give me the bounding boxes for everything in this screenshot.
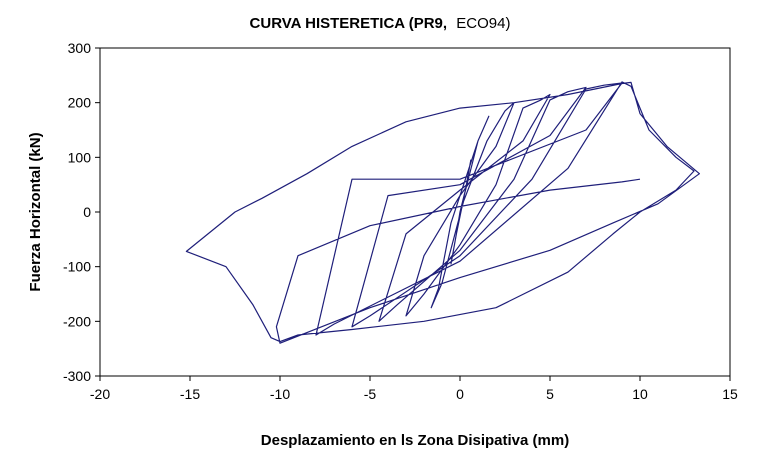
x-tick-label: 5: [546, 386, 554, 402]
y-tick-label: 100: [68, 149, 92, 165]
y-tick-label: -300: [63, 368, 91, 384]
y-axis-label: Fuerza Horizontal (kN): [27, 132, 44, 291]
x-tick-label: 10: [632, 386, 648, 402]
hysteresis-curves: [185, 81, 701, 344]
x-tick-label: -10: [270, 386, 290, 402]
y-tick-label: -100: [63, 259, 91, 275]
y-tick-label: 200: [68, 95, 92, 111]
plot-area: [99, 47, 731, 377]
x-tick-label: 0: [456, 386, 464, 402]
hysteresis-series-line: [185, 81, 701, 344]
x-tick-label: -20: [90, 386, 110, 402]
y-tick-label: -200: [63, 313, 91, 329]
y-axis-ticks: -300 -200 -100 0 100 200 300: [63, 40, 100, 384]
x-tick-label: -5: [364, 386, 377, 402]
chart-title-tail: ECO94): [456, 15, 510, 32]
y-tick-label: 300: [68, 40, 92, 56]
x-axis-label: Desplazamiento en ls Zona Disipativa (mm…: [261, 432, 569, 449]
x-tick-label: 15: [722, 386, 738, 402]
chart-title: CURVA HISTERETICA (PR9, ECO94): [250, 15, 511, 32]
chart-title-main: CURVA HISTERETICA (PR9,: [250, 15, 448, 32]
y-tick-label: 0: [83, 204, 91, 220]
x-tick-label: -15: [180, 386, 200, 402]
x-axis-ticks: -20 -15 -10 -5 0 5 10 15: [90, 376, 738, 402]
